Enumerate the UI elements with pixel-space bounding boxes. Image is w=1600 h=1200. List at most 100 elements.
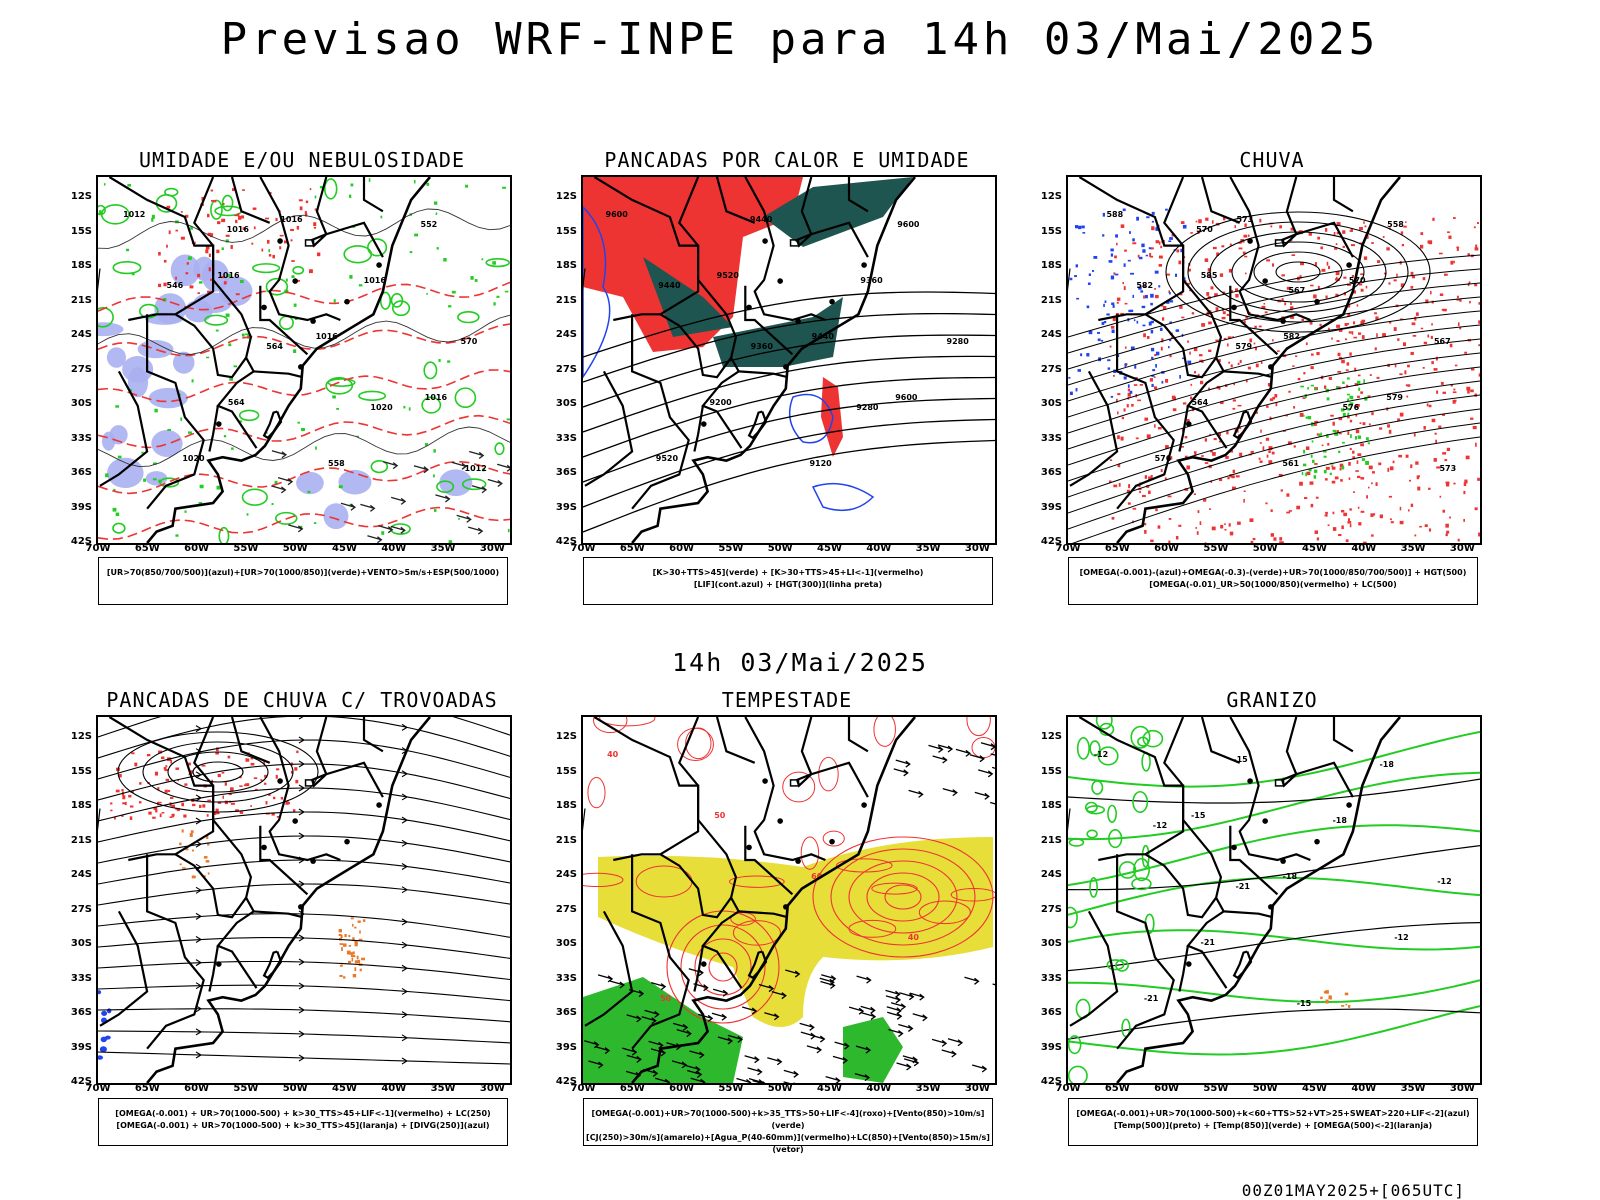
wind-vector — [390, 496, 407, 505]
rain-speck — [1450, 260, 1454, 265]
rain-speck — [1300, 262, 1305, 266]
streamline-arrow — [401, 1057, 409, 1065]
humidity-lower-speck — [380, 215, 383, 219]
rain-speck — [1360, 477, 1365, 480]
rain-speck — [1249, 518, 1254, 522]
rain-speck — [1331, 480, 1336, 484]
rain-speck — [1459, 326, 1462, 330]
rain-speck — [1279, 537, 1283, 541]
lake-marker — [261, 844, 267, 851]
contour-label: 9280 — [947, 337, 970, 346]
state-border — [715, 717, 756, 764]
rain-speck — [1254, 325, 1257, 329]
omega-strong-speck — [1320, 432, 1322, 436]
rain-speck — [1331, 337, 1333, 340]
rain-speck — [1271, 451, 1275, 455]
precipitable-water-contour — [593, 717, 628, 734]
rain-speck — [1178, 524, 1182, 527]
streamline-arrow — [195, 1028, 203, 1036]
rain-speck — [1360, 273, 1365, 276]
longitude-label: 60W — [1154, 1083, 1180, 1094]
storm-speck — [198, 804, 202, 808]
storm-speck — [110, 802, 113, 805]
latitude-label: 27S — [1040, 903, 1062, 915]
latitude-axis: 12S 15S 18S 21S 24S 27S 30S 33S 36S 39S 42S — [541, 175, 577, 547]
latitude-label: 12S — [1040, 191, 1062, 202]
humidity-lower-speck — [493, 302, 496, 306]
longitude-axis: 70W 65W 60W 55W 50W 45W 40W 35W 30W — [571, 543, 993, 557]
panel-title-chuva: CHUVA — [1239, 148, 1305, 172]
state-border — [1332, 177, 1354, 213]
contour-label: 570 — [1349, 276, 1366, 285]
rain-speck — [1316, 351, 1320, 356]
state-border — [108, 177, 215, 322]
rain-speck — [1457, 538, 1460, 542]
omega-speck — [1077, 369, 1081, 372]
humidity-lower-speck — [465, 184, 469, 188]
storm-speck — [263, 761, 266, 765]
wind-vector — [834, 1041, 850, 1050]
thunder-speck — [357, 959, 361, 964]
rain-speck — [1399, 373, 1403, 376]
omega-speck — [1136, 216, 1140, 221]
rain-speck — [1396, 273, 1398, 277]
storm-speck — [296, 750, 299, 754]
humidity-lower-speck — [190, 226, 193, 230]
storm-speck — [235, 809, 239, 812]
rain-speck — [1218, 478, 1223, 482]
rain-speck — [1477, 477, 1480, 481]
latitude-label: 33S — [555, 972, 577, 984]
rain-speck — [1446, 530, 1450, 534]
lc500-streamline — [1068, 338, 1480, 434]
latitude-label: 33S — [70, 432, 92, 444]
latitude-label: 12S — [70, 731, 92, 742]
rain-speck — [1225, 455, 1229, 459]
latitude-label: 27S — [70, 903, 92, 915]
humidity-lower-speck — [246, 513, 249, 516]
temp850-contour — [1132, 790, 1149, 813]
state-border — [259, 717, 341, 862]
state-border — [253, 910, 303, 919]
omega-speck — [1101, 321, 1105, 325]
omega-speck — [1130, 272, 1135, 275]
wind-speck — [201, 196, 204, 201]
legend-line: [K>30+TTS>45](verde) + [K>30+TTS>45+LI<-… — [652, 568, 924, 577]
latitude-label: 39S — [1040, 501, 1062, 513]
omega-speck — [1151, 374, 1155, 377]
rain-speck — [1243, 498, 1245, 503]
rain-speck — [1422, 277, 1426, 281]
rain-speck — [1189, 289, 1192, 292]
storm-speck — [164, 789, 168, 793]
wind-speck — [180, 236, 185, 240]
state-border — [593, 717, 700, 862]
rain-speck — [1355, 404, 1359, 409]
lc850-streamline — [694, 938, 752, 996]
rain-speck — [1442, 509, 1446, 513]
rain-speck — [1228, 361, 1231, 364]
thunder-speck — [346, 950, 351, 955]
latitude-label: 15S — [1040, 225, 1062, 237]
lc250-streamline — [98, 1008, 510, 1023]
humidity-lower-speck — [158, 479, 162, 483]
omega-strong-speck — [1346, 377, 1350, 380]
streamline-arrow — [195, 1051, 203, 1059]
rain-speck — [1382, 333, 1386, 337]
rain-speck — [1478, 302, 1480, 305]
latitude-label: 42S — [555, 1076, 577, 1087]
rain-speck — [1407, 509, 1410, 512]
wind-speck — [158, 283, 162, 288]
contour-label: 579 — [1386, 393, 1403, 402]
state-border — [659, 853, 732, 919]
rain-speck — [1277, 350, 1280, 352]
storm-speck — [250, 805, 252, 807]
omega-speck — [1169, 321, 1172, 324]
omega-strong-speck — [1354, 436, 1358, 440]
rain-speck — [1210, 286, 1214, 290]
storm-speck — [110, 809, 113, 812]
wind-vector — [912, 1013, 928, 1022]
rain-speck — [1344, 338, 1348, 341]
rain-speck — [1113, 272, 1116, 275]
omega-speck — [1075, 264, 1079, 268]
streamline-arrow — [298, 982, 306, 990]
humidity-lower-contour — [251, 263, 281, 274]
